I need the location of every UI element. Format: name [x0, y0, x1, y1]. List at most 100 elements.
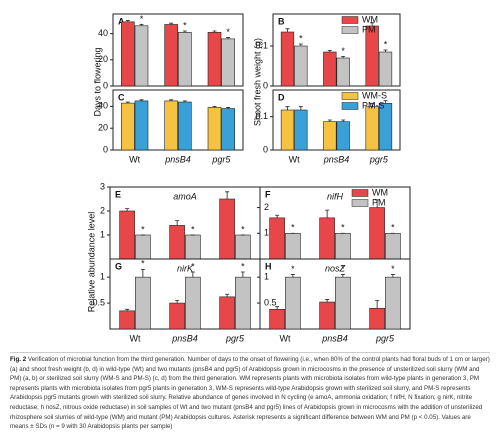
x-tick-label: pgr5 — [211, 154, 231, 164]
panel-title: nosZ — [325, 263, 346, 273]
error-bar — [175, 300, 180, 304]
legend-swatch — [341, 102, 359, 110]
error-bar — [226, 37, 231, 39]
legend-swatch — [351, 189, 369, 197]
error-bar — [212, 105, 217, 108]
error-bar — [169, 99, 174, 101]
x-tick-label: pgr5 — [369, 154, 389, 164]
legend-swatch — [341, 92, 359, 100]
panel-frame — [112, 89, 244, 151]
significance-star: * — [141, 224, 145, 234]
significance-star: * — [141, 259, 145, 269]
error-bar — [225, 191, 230, 199]
significance-star: * — [183, 20, 187, 30]
bar — [185, 276, 201, 330]
error-bar — [190, 271, 195, 278]
panel-frame — [272, 13, 401, 87]
caption-text: Verification of microbial function from … — [10, 356, 490, 431]
bar — [119, 310, 135, 330]
legend-label: PM — [372, 197, 386, 207]
x-tick-label: Wt — [130, 333, 141, 343]
error-bar — [341, 119, 346, 122]
bar — [285, 232, 301, 260]
x-tick-label: Wt — [280, 333, 291, 343]
legend-swatch — [351, 199, 369, 207]
panel-frame — [112, 13, 244, 87]
bar — [178, 32, 192, 87]
y-tick-label: 0 — [103, 80, 108, 90]
bar — [285, 276, 301, 330]
y-tick-label: 0 — [103, 144, 108, 154]
bar — [335, 232, 351, 260]
bar — [269, 217, 285, 260]
y-tick-label: 0.1 — [255, 111, 268, 121]
error-bar — [298, 43, 303, 46]
bar — [235, 234, 251, 260]
caption-label: Fig. 2 — [10, 356, 27, 363]
panel-letter: C — [118, 92, 125, 102]
y-axis-label: Days to flowering — [92, 47, 102, 116]
bar — [219, 296, 235, 330]
error-bar — [390, 274, 395, 278]
error-bar — [298, 106, 303, 110]
significance-star: * — [299, 33, 303, 43]
error-bar — [327, 50, 332, 52]
significance-star: * — [391, 264, 395, 274]
y-tick-label: 0.5 — [92, 297, 105, 307]
error-bar — [240, 271, 245, 278]
significance-star: * — [241, 224, 245, 234]
legend-swatch — [341, 16, 359, 24]
error-bar — [285, 106, 290, 110]
significance-star: * — [191, 261, 195, 271]
bar — [207, 107, 222, 151]
y-tick-label: 2 — [264, 202, 269, 212]
bar — [164, 24, 178, 87]
y-tick-label: 20 — [98, 54, 108, 64]
bar — [119, 210, 135, 260]
significance-star: * — [341, 223, 345, 233]
error-bar — [370, 102, 375, 107]
error-bar — [125, 308, 130, 311]
significance-star: * — [291, 264, 295, 274]
significance-star: * — [291, 223, 295, 233]
x-tick-label: pnsB4 — [321, 333, 348, 343]
bar — [135, 234, 151, 260]
bar — [319, 301, 335, 330]
bar — [207, 32, 222, 87]
error-bar — [275, 214, 280, 218]
error-bar — [285, 28, 290, 32]
error-bar — [383, 49, 388, 52]
bar — [319, 217, 335, 260]
significance-star: * — [384, 39, 388, 49]
bar — [164, 100, 178, 151]
legend-label: WM-S — [362, 90, 387, 100]
y-tick-label: 20 — [98, 123, 108, 133]
x-tick-label: pnsB4 — [164, 154, 191, 164]
x-tick-label: pnsB4 — [323, 154, 350, 164]
error-bar — [375, 199, 380, 208]
caption: Fig. 2 Verification of microbial functio… — [10, 352, 490, 432]
legend-label: PM — [362, 24, 376, 34]
error-bar — [327, 119, 332, 122]
error-bar — [139, 24, 144, 26]
legend-label: WM — [362, 14, 378, 24]
significance-star: * — [391, 223, 395, 233]
y-tick-label: 40 — [98, 101, 108, 111]
x-tick-label: Wt — [289, 154, 300, 164]
y-tick-label: 1 — [264, 272, 269, 282]
y-tick-label: 1 — [264, 228, 269, 238]
bar — [385, 276, 401, 330]
error-bar — [175, 220, 180, 226]
bar — [294, 109, 308, 151]
error-bar — [290, 274, 295, 278]
error-bar — [325, 209, 330, 218]
bar — [365, 106, 379, 151]
significance-star: * — [226, 27, 230, 37]
y-tick-label: 0 — [263, 80, 268, 90]
bar — [323, 121, 337, 151]
legend-label: WM — [372, 187, 388, 197]
significance-star: * — [341, 264, 345, 274]
x-tick-label: Wt — [129, 154, 140, 164]
bar — [280, 31, 295, 87]
panel-letter: A — [118, 16, 125, 26]
